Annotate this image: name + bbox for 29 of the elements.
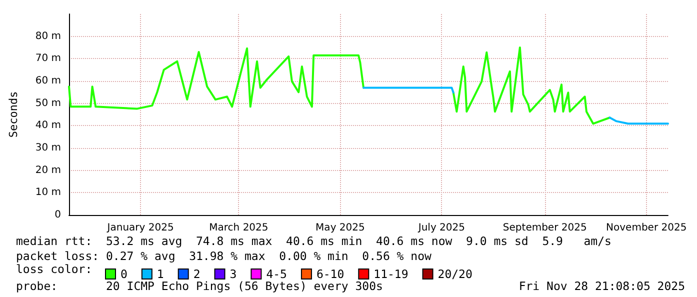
y-tick-label: 40 m (35, 120, 61, 132)
legend-label: 6-10 (316, 267, 344, 281)
x-tick-label: March 2025 (209, 222, 268, 234)
legend-label: 0 (120, 267, 128, 281)
legend-label: 20/20 (438, 267, 472, 281)
x-tick-label: May 2025 (316, 222, 365, 234)
text: packet loss: 0.27 % avg 31.98 % max 0.00 % min 0.56 % now (16, 249, 432, 263)
x-tick-label: July 2025 (417, 222, 466, 234)
legend-label: 1 (156, 267, 164, 281)
y-tick-label: 20 m (35, 164, 61, 176)
legend-label: 11-19 (374, 267, 408, 281)
y-tick-label: 60 m (35, 76, 61, 86)
x-tick-label: September 2025 (502, 222, 587, 234)
y-tick-label: 30 m (35, 142, 61, 154)
text: Fri Nov 28 21:08:05 2025 (518, 279, 685, 293)
legend-title: loss color: (16, 262, 92, 276)
y-tick-label: 50 m (35, 98, 61, 109)
legend-label: 2 (193, 267, 200, 281)
legend-label: 4-5 (266, 267, 287, 281)
x-tick-label: January 2025 (106, 222, 174, 234)
y-tick-label: 10 m (35, 187, 61, 198)
y-axis-title: Seconds (7, 91, 20, 138)
text: probe: 20 ICMP Echo Pings (56 Bytes) every 300s (16, 279, 383, 293)
y-tick-label: 80 m (35, 30, 61, 42)
text: median rtt: 53.2 ms avg 74.8 ms max 40.6 ms min 40.6 ms now 9.0 ms sd 5.9 am/s (16, 234, 612, 248)
x-tick-label: November 2025 (606, 222, 687, 234)
y-tick-label: 70 m (35, 53, 61, 64)
y-tick-label: 0 (54, 210, 61, 220)
legend-label: 3 (230, 267, 237, 281)
